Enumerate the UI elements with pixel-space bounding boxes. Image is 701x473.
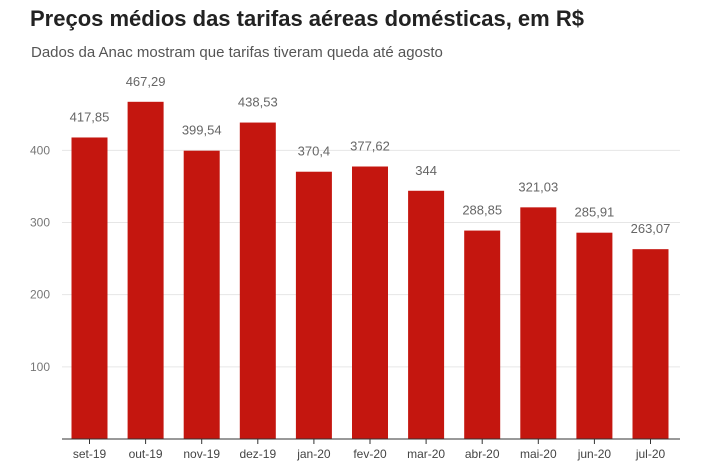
bar-value-label: 417,85 xyxy=(70,109,110,124)
x-tick-label: jun-20 xyxy=(577,447,612,461)
bar xyxy=(239,122,276,439)
y-axis-ticks: 100 200 300 400 xyxy=(30,143,50,373)
bar xyxy=(71,137,108,440)
x-tick-label: nov-19 xyxy=(183,447,220,461)
bar-value-label: 438,53 xyxy=(238,95,278,110)
bar xyxy=(408,190,445,439)
chart-title: Preços médios das tarifas aéreas domésti… xyxy=(30,6,584,31)
x-axis-ticks: set-19 out-19 nov-19 dez-19 jan-20 fev-20 mar-… xyxy=(73,439,666,461)
y-tick-label: 200 xyxy=(30,288,50,302)
bar-value-label: 377,62 xyxy=(350,139,390,154)
bar xyxy=(295,171,332,439)
bar-value-label: 344 xyxy=(415,163,437,178)
x-tick-label: set-19 xyxy=(73,447,107,461)
bar xyxy=(127,101,164,440)
bars xyxy=(71,101,669,440)
data-labels: 417,85 467,29 399,54 438,53 370,4 377,62 344 28… xyxy=(70,74,671,236)
bar xyxy=(183,150,220,439)
bar xyxy=(576,232,613,439)
bar xyxy=(352,166,388,440)
bar xyxy=(464,230,501,439)
bar-value-label: 321,03 xyxy=(518,179,558,194)
y-tick-label: 100 xyxy=(30,360,50,374)
x-tick-label: out-19 xyxy=(129,447,163,461)
y-tick-label: 400 xyxy=(30,143,50,157)
x-tick-label: abr-20 xyxy=(465,447,500,461)
y-tick-label: 300 xyxy=(30,216,50,230)
bar-value-label: 467,29 xyxy=(126,74,166,89)
bar xyxy=(520,207,557,439)
bar-value-label: 370,4 xyxy=(298,144,331,159)
bar xyxy=(632,249,669,439)
bar-value-label: 399,54 xyxy=(182,123,222,138)
bar-value-label: 288,85 xyxy=(462,203,502,218)
x-tick-label: dez-19 xyxy=(239,447,276,461)
x-tick-label: jul-20 xyxy=(635,447,666,461)
x-tick-label: jan-20 xyxy=(296,447,331,461)
chart-subtitle: Dados da Anac mostram que tarifas tivera… xyxy=(31,44,443,61)
x-tick-label: mai-20 xyxy=(520,447,557,461)
x-tick-label: mar-20 xyxy=(407,447,445,461)
x-tick-label: fev-20 xyxy=(353,447,387,461)
bar-value-label: 285,91 xyxy=(575,205,615,220)
bar-value-label: 263,07 xyxy=(631,221,671,236)
